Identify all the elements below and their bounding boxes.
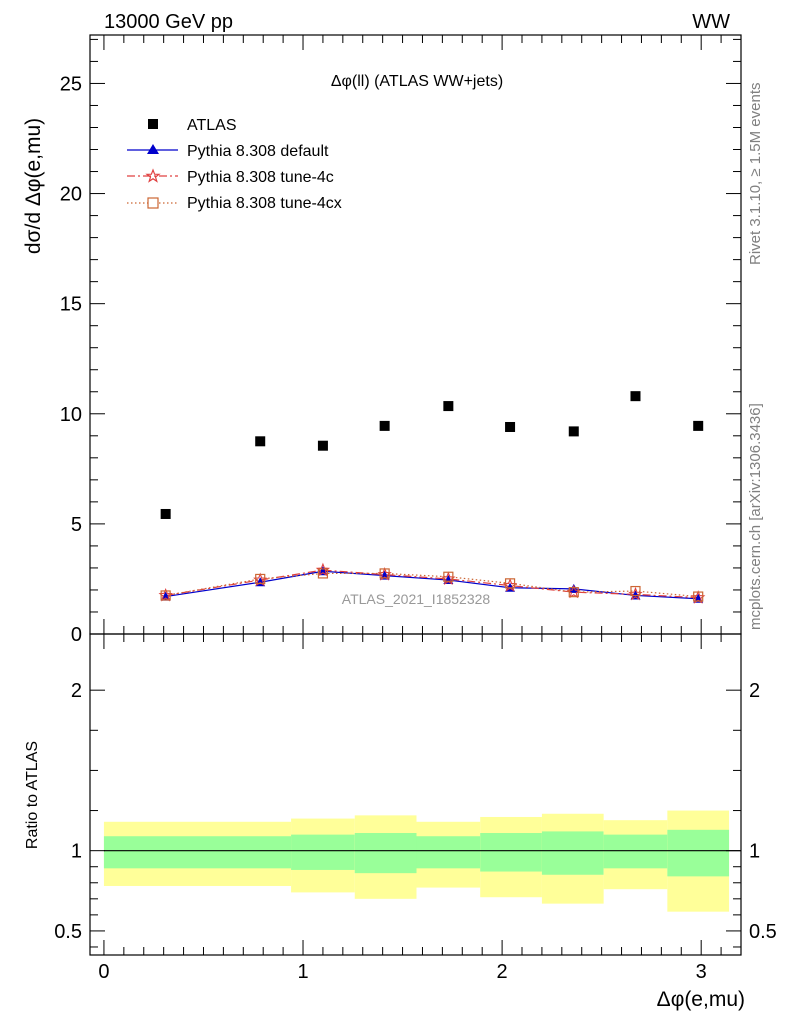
- legend-marker-tune-4c: [145, 168, 161, 183]
- data-point-3-5: [504, 578, 516, 589]
- main-y-tick-label: 0: [71, 624, 82, 646]
- data-point-0-6: [568, 426, 579, 437]
- ratio-green-band-5: [541, 831, 604, 875]
- x-tick-label: 3: [696, 961, 707, 983]
- ratio-green-band-2: [354, 833, 417, 874]
- ratio-green-band-6: [603, 834, 668, 869]
- legend-label-atlas: ATLAS: [187, 117, 237, 134]
- data-point-0-1: [255, 436, 266, 447]
- main-axis-ticks: 0 5 10 15 20 25: [60, 38, 741, 646]
- main-y-tick-label: 10: [60, 404, 82, 426]
- main-panel: 0 5 10 15 20 25 dσ/d Δφ(e,mu) Δφ(ll) (ATLAS W…: [22, 34, 742, 646]
- ratio-y-axis-label: Ratio to ATLAS: [24, 741, 41, 849]
- data-point-0-7: [630, 391, 641, 402]
- legend-marker-default: [147, 144, 159, 154]
- ratio-green-band-7: [667, 829, 730, 877]
- ratio-y-tick-label-right: 0.5: [749, 921, 777, 943]
- legend: ATLAS Pythia 8.308 default Pythia 8.308 …: [127, 117, 342, 212]
- ratio-y-tick-label: 1: [71, 841, 82, 863]
- analysis-watermark: ATLAS_2021_I1852328: [342, 591, 491, 607]
- mcplots-label: mcplots.cern.ch [arXiv:1306.3436]: [747, 403, 764, 630]
- data-point-3-2: [317, 568, 329, 579]
- data-point-3-7: [630, 585, 641, 597]
- main-y-tick-label: 5: [71, 514, 82, 536]
- data-point-0-5: [505, 421, 516, 432]
- main-y-axis-label: dσ/d Δφ(e,mu): [22, 118, 45, 254]
- data-point-3-6: [568, 587, 579, 598]
- main-series-layer: [158, 391, 706, 604]
- data-point-0-3: [379, 420, 390, 431]
- ratio-bands: [103, 810, 730, 912]
- ratio-axis-ticks: 0.5 0.5 1 1 2 2: [54, 680, 777, 948]
- ratio-y-tick-label-right: 1: [749, 841, 760, 863]
- data-point-2-2: [315, 562, 331, 577]
- x-axis-ticks: 0 1 2 3: [98, 35, 722, 983]
- plot-title: Δφ(ll) (ATLAS WW+jets): [331, 73, 503, 90]
- ratio-y-tick-label: 0.5: [54, 921, 82, 943]
- legend-marker-tune-4cx: [147, 197, 159, 209]
- main-y-tick-label: 15: [60, 294, 82, 316]
- ratio-green-band-1: [291, 834, 355, 870]
- header-process-label: WW: [692, 11, 730, 33]
- ratio-green-band-4: [480, 833, 542, 872]
- data-point-3-0: [160, 590, 171, 601]
- ratio-green-band-3: [416, 836, 481, 869]
- ratio-green-band-0: [103, 836, 292, 869]
- x-tick-label: 0: [98, 961, 109, 983]
- data-point-3-3: [379, 568, 390, 579]
- data-point-3-8: [693, 591, 704, 602]
- data-point-0-8: [693, 420, 704, 431]
- legend-label-tune-4cx: Pythia 8.308 tune-4cx: [187, 195, 342, 212]
- main-y-tick-label: 20: [60, 184, 82, 206]
- legend-marker-atlas: [148, 119, 158, 129]
- ratio-y-tick-label: 2: [71, 680, 82, 702]
- legend-label-default: Pythia 8.308 default: [187, 143, 329, 160]
- ratio-panel: 0.5 0.5 1 1 2 2 Ratio to ATLAS 0 1 2 3 Δφ(e,mu): [24, 35, 777, 1011]
- data-point-3-4: [443, 571, 454, 582]
- ratio-y-tick-label-right: 2: [749, 680, 760, 702]
- data-point-0-0: [160, 508, 171, 519]
- data-point-3-1: [255, 573, 266, 585]
- x-tick-label: 1: [297, 961, 308, 983]
- main-y-tick-label: 25: [60, 73, 82, 95]
- data-point-0-2: [317, 440, 328, 451]
- x-axis-label: Δφ(e,mu): [657, 988, 745, 1011]
- ratio-frame: [89, 633, 742, 956]
- data-point-0-4: [443, 401, 454, 412]
- rivet-version-label: Rivet 3.1.10, ≥ 1.5M events: [747, 83, 764, 266]
- x-tick-label: 2: [497, 961, 508, 983]
- legend-label-tune-4c: Pythia 8.308 tune-4c: [187, 169, 334, 186]
- header-energy-label: 13000 GeV pp: [104, 11, 233, 33]
